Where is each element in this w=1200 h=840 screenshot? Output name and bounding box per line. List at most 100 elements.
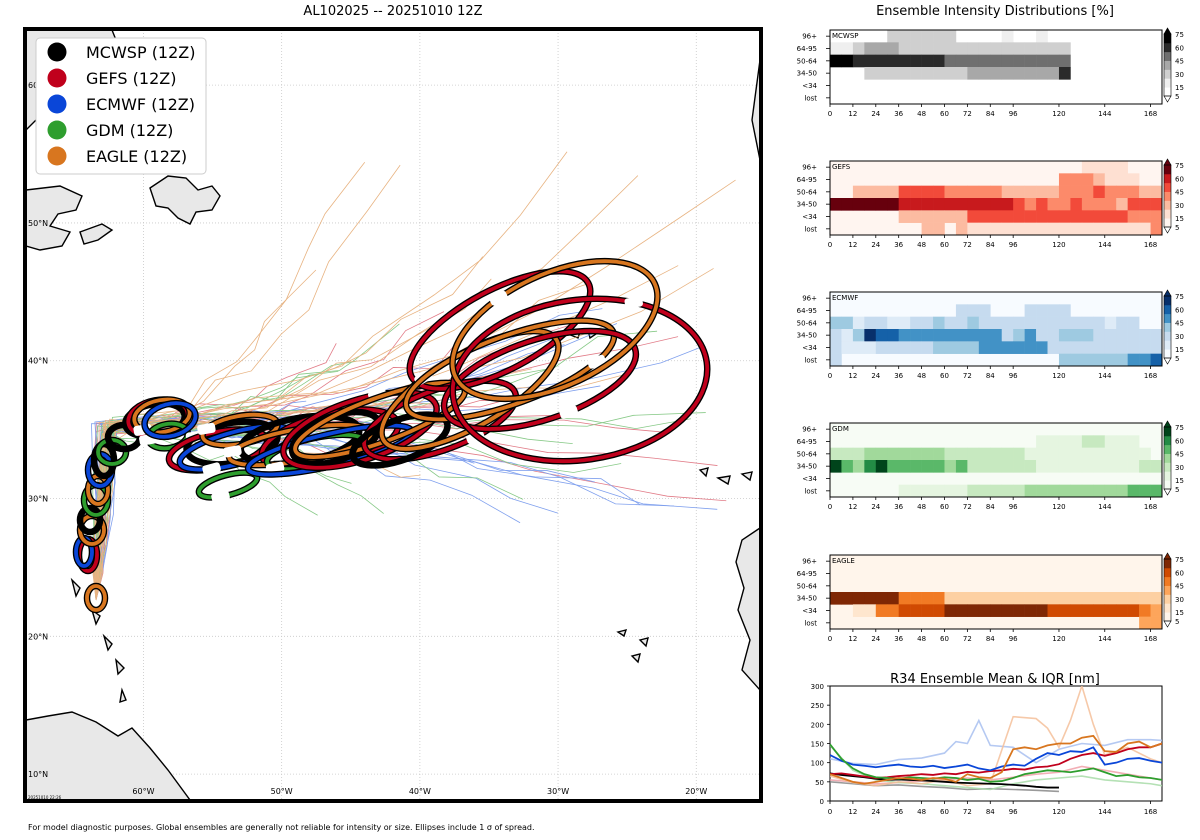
heatmap-cell [1081,592,1094,605]
ellipse-label-box [223,445,242,458]
legend-label: ECMWF (12Z) [86,95,195,114]
heatmap-cell [933,447,945,461]
land-antilles [102,633,127,704]
heatmap-cell [1001,67,1014,80]
heatmap-cell [1070,604,1083,617]
colorbar-tick: 60 [1175,175,1184,183]
heatmap-cell [921,447,934,461]
heatmap-cell [1139,592,1151,605]
heatmap-cell [1116,435,1128,448]
colorbar-segment [1164,313,1171,323]
heatmap-cell [852,42,865,55]
colorbar-tick: 15 [1175,477,1184,485]
colorbar-tick: 15 [1175,346,1184,354]
heatmap-cell [990,210,1003,223]
heatmap-cell [1047,54,1060,68]
heatmap-cell [910,210,922,223]
heatmap-x-tick: 144 [1098,110,1112,118]
heatmap-cell [864,341,877,354]
heatmap-cell [898,54,911,68]
heatmap-cell [1127,484,1140,498]
heatmap-cell [1036,604,1048,617]
heatmap-cell [1070,329,1083,342]
heatmap-cell [1116,341,1128,354]
heatmap-cell [898,592,911,605]
r34-iqr-line [830,718,1162,766]
heatmap-cell [967,329,980,342]
heatmap-cell [1127,316,1140,330]
heatmap-panel-label: EAGLE [832,557,855,565]
heatmap-cell [1024,329,1037,342]
heatmap-cell [1058,222,1071,236]
heatmap-cell [1001,460,1014,473]
heatmap-cell [1047,329,1060,342]
heatmap-cell [1036,435,1048,448]
heatmap-cell [898,42,911,55]
heatmap-cell [1116,198,1128,211]
heatmap-cell [1104,592,1117,605]
heatmap-cell [1070,198,1083,211]
heatmap-cell [887,329,899,342]
heatmap-cell [921,592,934,605]
colorbar-tick: 5 [1175,618,1179,626]
heatmap-cell [910,198,922,211]
r34-axes: 0 50 100 150 200 250 300 0 12 24 36 48 60 72 84 96 120 14… [811,683,1158,816]
r34-x-tick: 168 [1144,808,1157,816]
heatmap-cell [955,447,968,461]
heatmap-cell [1139,616,1151,630]
colorbar-tick: 45 [1175,451,1184,459]
heatmap-cell [921,185,934,199]
heatmap-y-tick: lost [804,356,817,364]
heatmap-cell [910,329,922,342]
heatmap-x-tick: 96 [1009,503,1018,511]
heatmap-y-tick: 34-50 [797,70,817,78]
heatmap-cell [1013,67,1025,80]
heatmap-cell [875,316,888,330]
ellipse-mcwsp [76,504,104,536]
heatmap-cell [830,198,842,211]
colorbar-segment [1164,471,1171,481]
heatmap-cell [944,592,957,605]
heatmap-cell [910,484,922,498]
colorbar-segment [1164,612,1171,622]
heatmap-cell [887,42,899,55]
heatmap-cell [1013,341,1025,354]
heatmap-cell [1001,604,1014,617]
r34-y-tick: 100 [811,760,824,768]
heatmap-cell [1116,604,1128,617]
heatmap-y-tick: 34-50 [797,595,817,603]
heatmap-cell [1070,460,1083,473]
heatmap-cell [1013,185,1025,199]
heatmap-cell [1070,316,1083,330]
colorbar-tick: 60 [1175,44,1184,52]
heatmap-mcwsp: MCWSP 96+ 64-95 50-64 34-50 <34 lost 0 12 24 36 48 6… [797,27,1184,118]
colorbar-segment [1164,567,1171,578]
heatmap-cell [978,304,991,317]
colorbar-tick: 30 [1175,333,1184,341]
legend: MCWSP (12Z) GEFS (12Z) ECMWF (12Z) GDM (12Z… [35,37,207,175]
land-nova-scotia [79,223,114,245]
heatmap-cell [990,198,1003,211]
heatmap-x-tick: 24 [871,241,880,249]
heatmap-cell [1081,435,1094,448]
heatmap-cell [864,67,877,80]
heatmap-cell [967,42,980,55]
colorbar-tick: 75 [1175,424,1184,432]
heatmap-cell [852,592,865,605]
heatmap-cell [1058,173,1071,186]
land-newfoundland-region [149,175,221,225]
heatmap-cell [1150,185,1163,199]
colorbar-segment [1164,34,1171,44]
heatmap-cell [875,198,888,211]
heatmap-cell [955,54,968,68]
heatmap-cell [1001,185,1014,199]
heatmap-cell [967,341,980,354]
heatmap-cell [1150,210,1163,223]
heatmap-cell [967,210,980,223]
heatmap-cell [1093,222,1106,236]
heatmap-x-tick: 24 [871,372,880,380]
colorbar-segment [1164,173,1171,184]
colorbar-extend-bottom [1163,488,1172,496]
heatmap-cell [875,67,888,80]
heatmap-cell [1058,67,1071,80]
